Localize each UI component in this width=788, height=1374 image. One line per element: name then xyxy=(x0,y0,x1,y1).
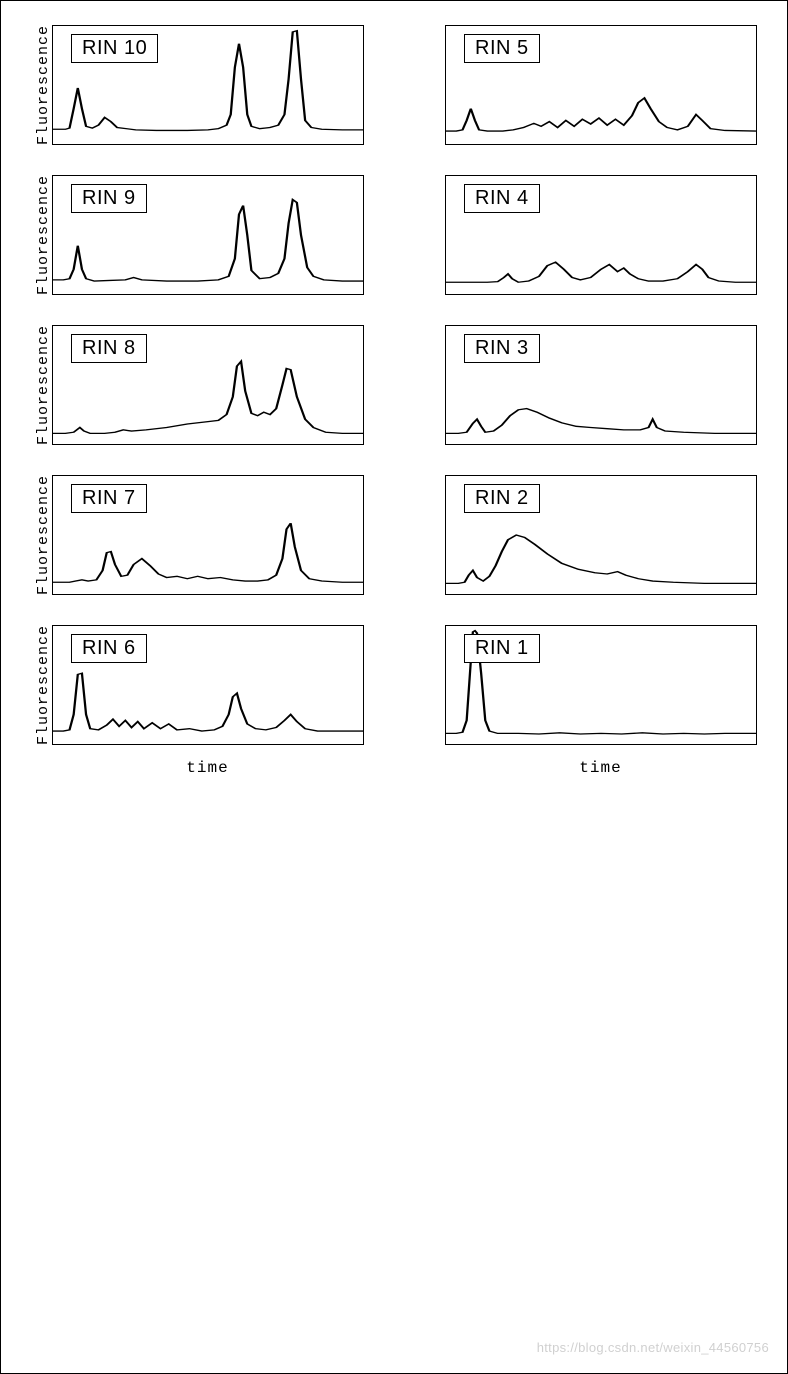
y-axis-label: Fluorescence xyxy=(31,475,52,595)
plot-area: RIN 10 xyxy=(52,25,364,145)
plot-area: RIN 5 xyxy=(445,25,757,145)
panel-rin8: Fluorescence RIN 8 xyxy=(31,325,364,445)
panel-rin9: Fluorescence RIN 9 xyxy=(31,175,364,295)
plot-area: RIN 3 xyxy=(445,325,757,445)
panel-rin5: . RIN 5 xyxy=(424,25,757,145)
rin-badge: RIN 5 xyxy=(464,34,540,63)
panel-rin2: . RIN 2 xyxy=(424,475,757,595)
panel-rin4: . RIN 4 xyxy=(424,175,757,295)
plot-area: RIN 1 xyxy=(445,625,757,745)
plot-area: RIN 9 xyxy=(52,175,364,295)
rin-badge: RIN 6 xyxy=(71,634,147,663)
figure-page: Fluorescence RIN 10 . RIN 5 Fluorescence… xyxy=(0,0,788,1374)
plot-area: RIN 7 xyxy=(52,475,364,595)
rin-badge: RIN 8 xyxy=(71,334,147,363)
panel-rin7: Fluorescence RIN 7 xyxy=(31,475,364,595)
rin-badge: RIN 7 xyxy=(71,484,147,513)
panel-rin6: Fluorescence RIN 6 xyxy=(31,625,364,745)
plot-area: RIN 6 xyxy=(52,625,364,745)
plot-area: RIN 8 xyxy=(52,325,364,445)
x-axis-label-row: time time xyxy=(1,755,787,777)
rin-badge: RIN 9 xyxy=(71,184,147,213)
y-axis-label: Fluorescence xyxy=(31,625,52,745)
rin-badge: RIN 10 xyxy=(71,34,158,63)
y-axis-label: Fluorescence xyxy=(31,175,52,295)
rin-badge: RIN 1 xyxy=(464,634,540,663)
rin-badge: RIN 2 xyxy=(464,484,540,513)
rin-badge: RIN 3 xyxy=(464,334,540,363)
x-axis-label-right: time xyxy=(424,759,757,777)
panel-rin3: . RIN 3 xyxy=(424,325,757,445)
y-axis-label: Fluorescence xyxy=(31,25,52,145)
watermark-text: https://blog.csdn.net/weixin_44560756 xyxy=(537,1340,769,1355)
plot-area: RIN 4 xyxy=(445,175,757,295)
y-axis-label: Fluorescence xyxy=(31,325,52,445)
panel-rin1: . RIN 1 xyxy=(424,625,757,745)
x-axis-label-left: time xyxy=(31,759,364,777)
panel-rin10: Fluorescence RIN 10 xyxy=(31,25,364,145)
panel-grid: Fluorescence RIN 10 . RIN 5 Fluorescence… xyxy=(1,1,787,755)
plot-area: RIN 2 xyxy=(445,475,757,595)
rin-badge: RIN 4 xyxy=(464,184,540,213)
